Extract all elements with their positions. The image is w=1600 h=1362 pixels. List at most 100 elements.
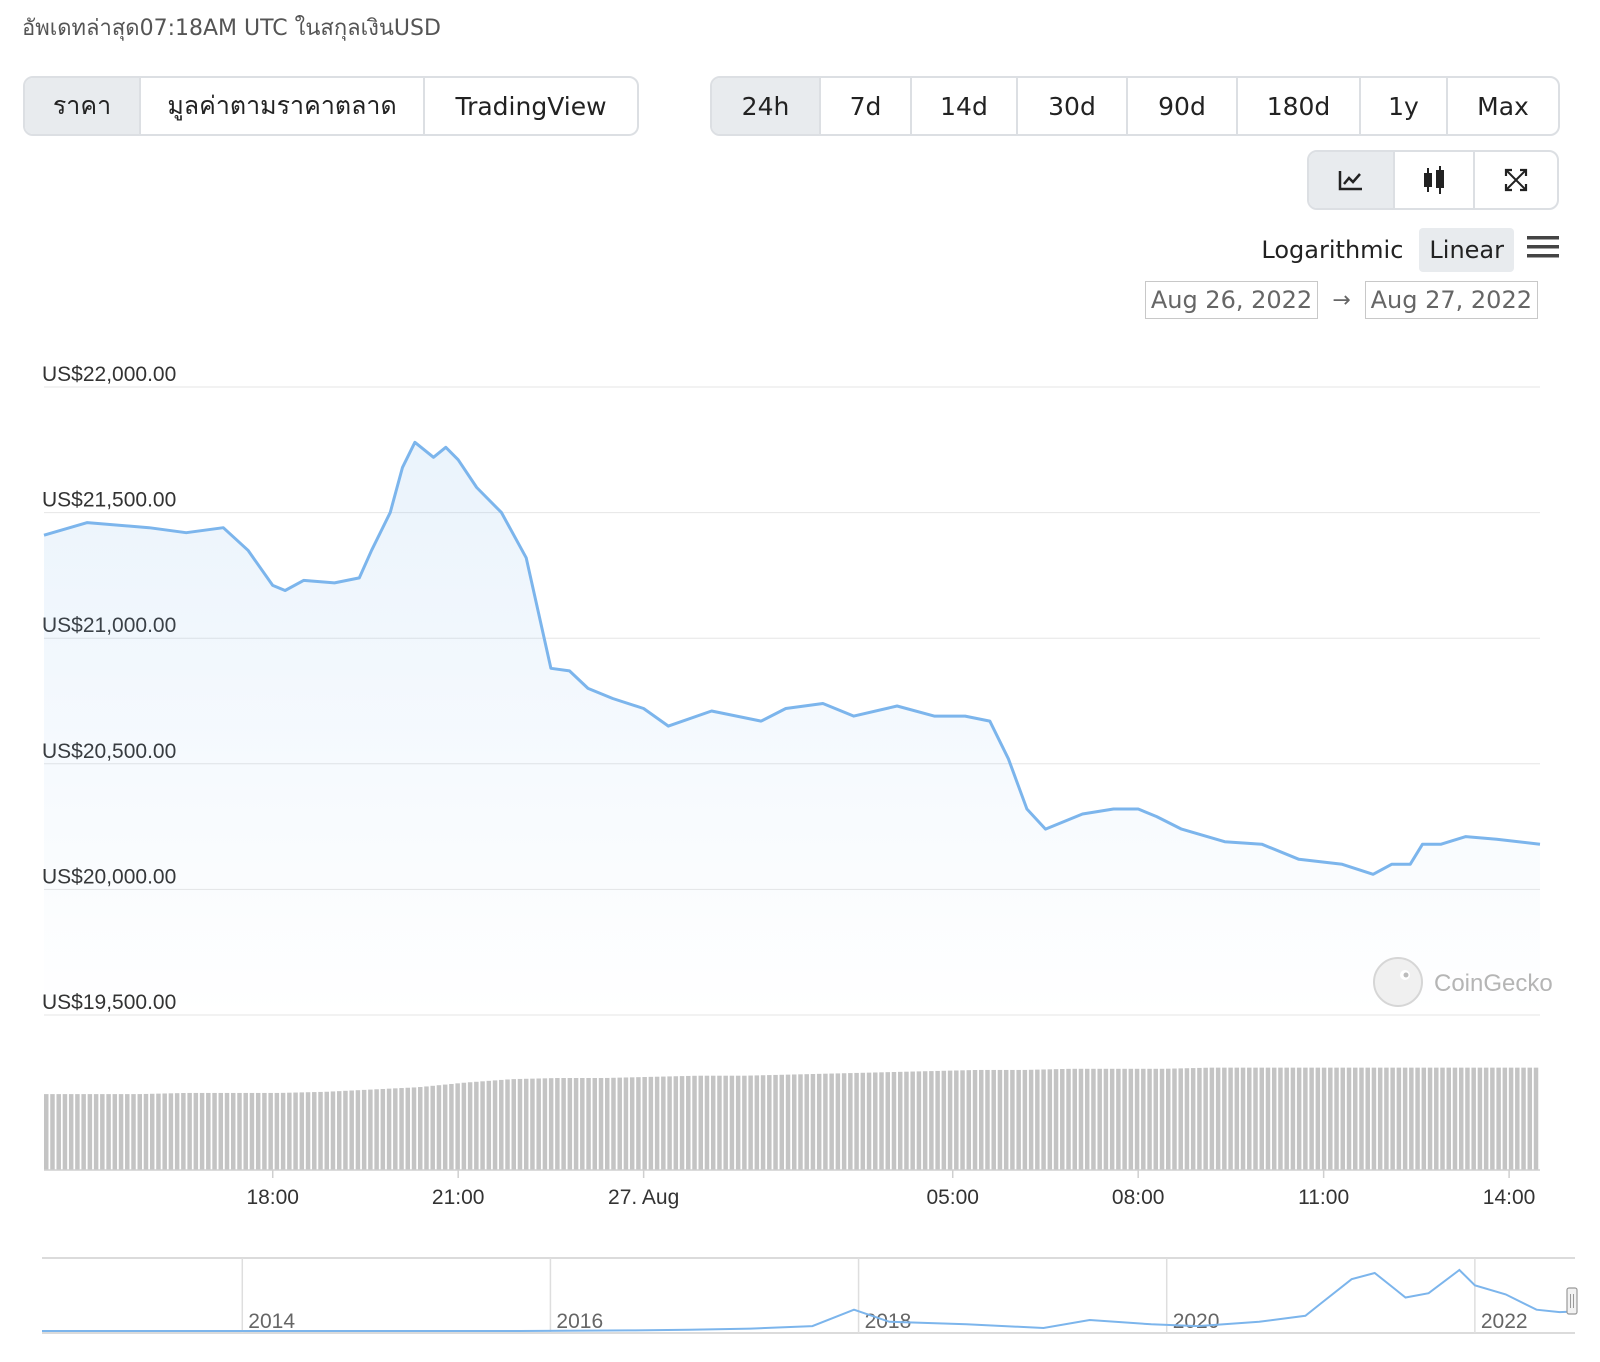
volume-bar (792, 1074, 797, 1170)
volume-bar (885, 1072, 890, 1170)
volume-bar (1259, 1067, 1264, 1170)
volume-bar (922, 1071, 928, 1170)
volume-bar (523, 1078, 529, 1170)
y-tick-label: US$22,000.00 (42, 363, 176, 386)
volume-bar (174, 1093, 180, 1170)
volume-bar (1060, 1069, 1065, 1170)
volume-bar (748, 1075, 753, 1170)
volume-bar (1384, 1067, 1389, 1170)
volume-bar (399, 1088, 404, 1170)
range-7d[interactable]: 7d (821, 78, 912, 134)
volume-bar (231, 1092, 236, 1170)
volume-bar (237, 1092, 242, 1170)
volume-bar (50, 1094, 55, 1170)
line-chart-button[interactable] (1309, 152, 1395, 208)
volume-bar (62, 1094, 68, 1170)
volume-bar (1003, 1069, 1009, 1170)
volume-bar (206, 1092, 211, 1170)
volume-bar (336, 1091, 342, 1170)
volume-bar (623, 1077, 629, 1170)
volume-bar (411, 1087, 417, 1170)
volume-bar (1234, 1067, 1240, 1170)
fullscreen-button[interactable] (1475, 152, 1557, 208)
volume-bar (199, 1092, 205, 1170)
range-24h[interactable]: 24h (712, 78, 821, 134)
navigator-line (42, 1268, 1576, 1332)
volume-bar (56, 1094, 61, 1170)
volume-bar (960, 1070, 965, 1170)
range-14d[interactable]: 14d (912, 78, 1018, 134)
date-to-input[interactable]: Aug 27, 2022 (1364, 281, 1538, 319)
logarithmic-option[interactable]: Logarithmic (1261, 236, 1404, 264)
volume-bar (1053, 1069, 1059, 1170)
range-1y[interactable]: 1y (1361, 78, 1448, 134)
volume-bar (785, 1074, 791, 1170)
volume-bar (474, 1081, 479, 1170)
range-90d[interactable]: 90d (1128, 78, 1238, 134)
volume-bar (692, 1075, 697, 1170)
volume-bar (455, 1083, 460, 1170)
volume-bar (754, 1075, 760, 1170)
volume-bar (686, 1075, 691, 1170)
volume-bar (1402, 1067, 1408, 1170)
volume-bar (499, 1079, 504, 1170)
volume-bar (81, 1094, 86, 1170)
volume-bar (1159, 1068, 1165, 1170)
volume-bar (106, 1094, 111, 1170)
volume-bar (1128, 1068, 1134, 1170)
navigator-tick-label: 2016 (556, 1310, 603, 1333)
volume-bar (1328, 1067, 1333, 1170)
volume-bar (1533, 1067, 1539, 1170)
volume-bar (1502, 1067, 1508, 1170)
volume-bar (985, 1069, 990, 1170)
volume-bar (1103, 1068, 1109, 1170)
volume-bar (505, 1079, 510, 1170)
volume-bar (854, 1072, 859, 1170)
volume-bar (486, 1080, 492, 1170)
candlestick-button[interactable] (1395, 152, 1475, 208)
volume-bar (143, 1093, 149, 1170)
volume-bar (1209, 1067, 1215, 1170)
range-180d[interactable]: 180d (1238, 78, 1361, 134)
volume-bar (897, 1071, 903, 1170)
volume-bar (1141, 1068, 1146, 1170)
range-max[interactable]: Max (1477, 91, 1529, 121)
line-chart-icon (1338, 171, 1362, 191)
volume-bar (542, 1078, 548, 1170)
volume-bar (1147, 1068, 1152, 1170)
volume-bar (361, 1089, 367, 1170)
arrow-right-icon: → (1332, 287, 1351, 313)
x-tick-label: 05:00 (926, 1186, 979, 1209)
x-tick-label: 08:00 (1112, 1186, 1165, 1209)
volume-bar (1184, 1068, 1190, 1170)
volume-bar (1340, 1067, 1346, 1170)
volume-bar (555, 1078, 560, 1170)
tab-tradingview[interactable]: TradingView (455, 91, 607, 121)
volume-bar (418, 1087, 423, 1170)
volume-bar (187, 1092, 192, 1170)
volume-bar (823, 1073, 828, 1170)
volume-bar (386, 1088, 392, 1170)
navigator-handle[interactable] (1566, 1287, 1578, 1315)
volume-bar (156, 1093, 161, 1170)
volume-bar (1284, 1067, 1289, 1170)
tab-market-cap[interactable]: มูลค่าตามราคาตลาด (141, 78, 425, 134)
hamburger-menu-icon[interactable] (1526, 234, 1560, 266)
range-30d[interactable]: 30d (1018, 78, 1128, 134)
date-from-input[interactable]: Aug 26, 2022 (1144, 281, 1319, 319)
volume-bar (1303, 1067, 1308, 1170)
volume-bar (1265, 1067, 1271, 1170)
volume-bar (1315, 1067, 1321, 1170)
volume-bar (249, 1092, 255, 1170)
candlestick-icon (1424, 166, 1444, 194)
volume-bar (355, 1090, 361, 1170)
tab-price[interactable]: ราคา (25, 78, 141, 134)
volume-bar (1190, 1068, 1196, 1170)
volume-bar (349, 1090, 354, 1170)
volume-bar (168, 1093, 174, 1170)
volume-bar (629, 1077, 635, 1170)
volume-bar (1521, 1067, 1526, 1170)
volume-bar (1116, 1068, 1121, 1170)
linear-option[interactable]: Linear (1419, 228, 1514, 272)
navigator-tick-label: 2014 (248, 1310, 295, 1333)
